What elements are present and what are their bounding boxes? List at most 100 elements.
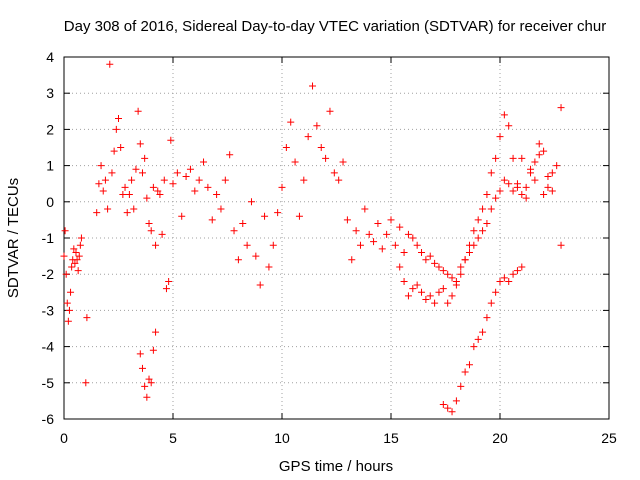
data-point: [77, 234, 85, 242]
data-point: [76, 241, 84, 249]
data-point: [457, 263, 465, 271]
data-point: [99, 187, 107, 195]
data-point: [470, 343, 478, 351]
data-point: [64, 317, 72, 325]
x-tick-label: 5: [169, 430, 177, 446]
x-tick-label: 0: [60, 430, 68, 446]
data-point: [448, 274, 456, 282]
data-point: [239, 220, 247, 228]
data-point: [439, 267, 447, 275]
data-point: [169, 180, 177, 188]
y-tick-label: -3: [42, 302, 55, 318]
data-point: [413, 241, 421, 249]
data-point: [145, 220, 153, 228]
data-point: [121, 183, 129, 191]
data-point: [62, 270, 70, 278]
data-points: [60, 60, 565, 416]
data-point: [409, 234, 417, 242]
data-point: [544, 172, 552, 180]
data-point: [226, 151, 234, 159]
data-point: [492, 154, 500, 162]
data-point: [487, 205, 495, 213]
data-point: [304, 133, 312, 141]
data-point: [261, 212, 269, 220]
data-point: [274, 209, 282, 217]
data-point: [404, 292, 412, 300]
data-point: [365, 230, 373, 238]
data-point: [361, 205, 369, 213]
data-point: [147, 379, 155, 387]
data-point: [295, 212, 303, 220]
x-tick-label: 20: [492, 430, 508, 446]
data-point: [132, 165, 140, 173]
data-point: [119, 191, 127, 199]
data-point: [439, 401, 447, 409]
data-point: [134, 107, 142, 115]
data-point: [452, 277, 460, 285]
data-point: [167, 136, 175, 144]
data-point: [544, 183, 552, 191]
data-point: [413, 281, 421, 289]
data-point: [370, 238, 378, 246]
data-point: [505, 122, 513, 130]
data-point: [65, 306, 73, 314]
data-point: [322, 154, 330, 162]
data-point: [252, 252, 260, 260]
data-point: [487, 169, 495, 177]
data-point: [115, 115, 122, 123]
data-point: [500, 274, 508, 282]
data-point: [93, 209, 101, 217]
data-point: [387, 216, 395, 224]
data-point: [535, 151, 543, 159]
data-point: [313, 122, 321, 130]
chart-title: Day 308 of 2016, Sidereal Day-to-day VTE…: [64, 18, 606, 35]
data-point: [509, 270, 517, 278]
data-point: [300, 176, 308, 184]
data-point: [256, 281, 264, 289]
data-point: [439, 285, 447, 293]
data-point: [465, 248, 473, 256]
data-point: [213, 191, 221, 199]
data-point: [83, 314, 91, 322]
data-point: [500, 176, 508, 184]
data-point: [72, 248, 80, 256]
data-point: [422, 296, 430, 304]
data-point: [104, 205, 112, 213]
data-point: [191, 187, 199, 195]
data-point: [483, 191, 491, 199]
data-point: [173, 169, 181, 177]
data-point: [356, 241, 364, 249]
y-tick-label: -5: [42, 375, 55, 391]
data-point: [128, 176, 136, 184]
data-point: [182, 172, 190, 180]
data-point: [352, 227, 360, 235]
data-point: [518, 191, 526, 199]
data-point: [465, 361, 473, 369]
y-tick-label: 0: [46, 194, 54, 210]
data-point: [130, 205, 138, 213]
y-tick-label: -4: [42, 339, 55, 355]
data-point: [540, 147, 548, 155]
data-point: [444, 299, 452, 307]
data-point: [317, 144, 325, 151]
data-point: [557, 104, 565, 112]
data-point: [535, 140, 543, 148]
data-point: [383, 230, 391, 238]
data-point: [483, 220, 491, 228]
data-point: [522, 183, 530, 191]
data-point: [125, 191, 133, 199]
data-point: [67, 288, 75, 296]
data-point: [431, 259, 439, 267]
data-point: [278, 183, 286, 191]
data-point: [505, 277, 513, 285]
data-point: [409, 285, 417, 293]
data-point: [82, 379, 90, 387]
data-point: [474, 234, 482, 242]
data-point: [487, 299, 495, 307]
data-point: [149, 346, 157, 354]
data-point: [145, 375, 153, 383]
data-point: [548, 169, 556, 177]
data-point: [448, 292, 456, 300]
data-point: [178, 212, 186, 220]
data-point: [243, 241, 251, 249]
